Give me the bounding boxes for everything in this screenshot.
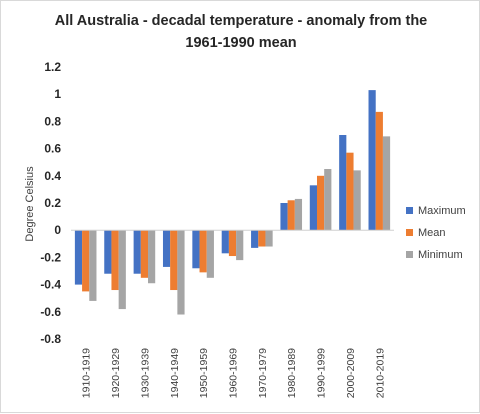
legend-swatch-mean (406, 229, 413, 236)
bar-mean-1940-1949 (170, 230, 178, 291)
bar-maximum-1980-1989 (280, 203, 288, 231)
bar-mean-2010-2019 (375, 111, 383, 231)
bar-minimum-1910-1919 (89, 230, 97, 301)
x-tick-label: 1930-1939 (139, 348, 151, 398)
bar-minimum-1960-1969 (236, 230, 244, 261)
bar-maximum-1930-1939 (133, 230, 141, 274)
legend: Maximum Mean Minimum (406, 205, 466, 261)
bar-minimum-1990-1999 (324, 169, 332, 231)
y-tick-label: 1 (54, 87, 61, 101)
y-tick-label: 1.2 (44, 60, 61, 74)
x-tick-label: 1910-1919 (81, 348, 93, 398)
legend-label-minimum: Minimum (418, 249, 463, 261)
y-tick-label: 0.4 (44, 169, 61, 183)
bars (74, 90, 391, 315)
bar-maximum-1910-1919 (74, 230, 83, 285)
bar-mean-1980-1989 (287, 200, 295, 231)
bar-mean-2000-2009 (346, 152, 354, 231)
y-tick-label: -0.4 (40, 278, 61, 292)
x-tick-label: 1980-1989 (286, 348, 298, 398)
bar-minimum-1980-1989 (294, 198, 303, 231)
bar-mean-1930-1939 (140, 230, 149, 278)
bar-mean-1910-1919 (82, 230, 90, 292)
y-tick-label: -0.6 (40, 305, 61, 319)
bar-maximum-1990-1999 (309, 185, 317, 231)
y-tick-label: 0.8 (44, 114, 61, 128)
bar-mean-1960-1969 (228, 230, 237, 257)
bar-mean-1990-1999 (316, 175, 325, 231)
legend-swatch-minimum (406, 251, 413, 258)
bar-maximum-1970-1979 (251, 230, 259, 248)
legend-label-mean: Mean (418, 227, 446, 239)
bar-minimum-1950-1959 (206, 230, 214, 278)
chart-title-line-2: 1961-1990 mean (185, 35, 296, 51)
bar-minimum-1970-1979 (265, 230, 273, 247)
x-tick-label: 1920-1929 (110, 348, 122, 398)
y-tick-label: 0 (54, 223, 61, 237)
y-tick-label: 0.2 (44, 196, 61, 210)
y-tick-label: -0.2 (40, 250, 61, 264)
bar-maximum-1920-1929 (104, 230, 112, 274)
bar-minimum-1940-1949 (177, 230, 185, 315)
bar-minimum-1930-1939 (148, 230, 156, 284)
bar-maximum-1950-1959 (192, 230, 200, 269)
chart-title-line-1: All Australia - decadal temperature - an… (55, 13, 428, 29)
y-tick-labels: 1.2 1 0.8 0.6 0.4 0.2 0 -0.2 -0.4 -0.6 -0.8 (40, 60, 61, 346)
legend-label-maximum: Maximum (418, 205, 466, 217)
x-tick-label: 1970-1979 (257, 348, 269, 398)
legend-swatch-maximum (406, 207, 413, 214)
bar-minimum-2000-2009 (353, 170, 361, 231)
y-tick-label: 0.6 (44, 142, 61, 156)
x-tick-label: 1950-1959 (198, 348, 210, 398)
bar-maximum-1940-1949 (162, 230, 171, 267)
x-tick-label: 1960-1969 (228, 348, 240, 398)
bar-minimum-2010-2019 (382, 136, 391, 231)
bar-maximum-1960-1969 (221, 230, 229, 254)
x-tick-label: 2000-2009 (345, 348, 357, 398)
bar-maximum-2000-2009 (339, 135, 347, 231)
bar-maximum-2010-2019 (368, 90, 376, 231)
x-tick-label: 1940-1949 (169, 348, 181, 398)
y-axis-label: Degree Celsius (24, 166, 36, 242)
bar-mean-1950-1959 (199, 230, 207, 273)
x-tick-label: 2010-2019 (374, 348, 386, 398)
bar-mean-1920-1929 (111, 230, 119, 291)
bar-mean-1970-1979 (258, 230, 266, 247)
x-tick-labels: 1910-1919 1920-1929 1930-1939 1940-1949 1950… (81, 348, 387, 398)
x-tick-label: 1990-1999 (316, 348, 328, 398)
y-tick-label: -0.8 (40, 332, 61, 346)
bar-minimum-1920-1929 (118, 230, 126, 310)
